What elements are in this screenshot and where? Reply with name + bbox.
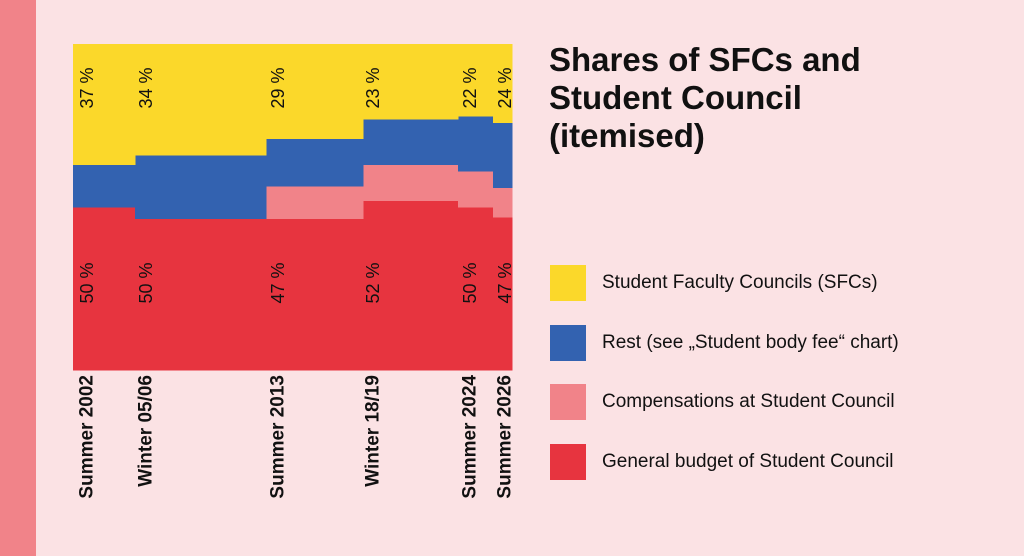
chart-title-line-3: (itemised) xyxy=(549,117,705,154)
chart-title-line-2: Student Council xyxy=(549,79,802,116)
x-tick-label-0: Summer 2002 xyxy=(77,375,98,499)
data-label-sfc-1: 34 % xyxy=(136,67,156,108)
data-label-general-5: 47 % xyxy=(495,262,515,303)
segment-general-budget-of-student-council-5 xyxy=(493,216,513,371)
data-label-general-3: 52 % xyxy=(363,262,383,303)
legend-item-compensations: Compensations at Student Council xyxy=(550,384,1010,420)
segment-student-faculty-councils-sfcs-2 xyxy=(266,44,364,140)
x-tick-label-2: Summer 2013 xyxy=(268,375,289,499)
segment-general-budget-of-student-council-3 xyxy=(363,200,459,371)
segment-student-faculty-councils-sfcs-0 xyxy=(73,44,136,166)
legend-item-rest: Rest (see „Student body fee“ chart) xyxy=(550,325,1010,361)
x-tick-label-5: Summer 2026 xyxy=(495,375,516,499)
legend-label-compensations: Compensations at Student Council xyxy=(602,391,895,412)
segment-student-faculty-councils-sfcs-4 xyxy=(458,44,494,117)
legend-item-sfcs: Student Faculty Councils (SFCs) xyxy=(550,265,1010,301)
data-label-sfc-3: 23 % xyxy=(363,67,383,108)
segment-rest-see-student-body-fee-chart-0 xyxy=(73,164,136,208)
segment-general-budget-of-student-council-2 xyxy=(266,218,364,371)
segment-student-faculty-councils-sfcs-3 xyxy=(363,44,459,120)
segment-general-budget-of-student-council-4 xyxy=(458,207,494,371)
data-label-general-4: 50 % xyxy=(460,262,480,303)
legend-label-rest: Rest (see „Student body fee“ chart) xyxy=(602,332,899,353)
segment-rest-see-student-body-fee-chart-3 xyxy=(363,118,459,166)
segment-compensations-at-student-council-5 xyxy=(493,187,513,218)
chart-title-line-1: Shares of SFCs and xyxy=(549,41,861,78)
segment-student-faculty-councils-sfcs-1 xyxy=(135,44,267,156)
segment-rest-see-student-body-fee-chart-4 xyxy=(458,115,494,172)
x-tick-label-4: Summer 2024 xyxy=(460,375,481,499)
legend-swatch-general-budget xyxy=(550,444,586,480)
x-tick-label-1: Winter 05/06 xyxy=(136,375,157,487)
series-rest-see-student-body-fee-chart xyxy=(73,115,513,220)
data-label-sfc-0: 37 % xyxy=(77,67,97,108)
segment-compensations-at-student-council-3 xyxy=(363,164,459,202)
chart-title: Shares of SFCs and Student Council (item… xyxy=(549,41,969,155)
data-label-sfc-4: 22 % xyxy=(460,67,480,108)
data-label-sfc-5: 24 % xyxy=(495,67,515,108)
legend-label-sfcs: Student Faculty Councils (SFCs) xyxy=(602,272,878,293)
series-general-budget-of-student-council xyxy=(73,200,513,371)
segment-rest-see-student-body-fee-chart-5 xyxy=(493,122,513,189)
series-compensations-at-student-council xyxy=(266,164,513,220)
stacked-area-chart: 37 % 34 % 29 % 23 % 22 % 24 % 50 % 50 % 47 % 52 %… xyxy=(73,44,516,499)
data-label-sfc-2: 29 % xyxy=(268,67,288,108)
data-label-general-2: 47 % xyxy=(268,262,288,303)
legend-swatch-compensations xyxy=(550,384,586,420)
legend-swatch-rest xyxy=(550,325,586,361)
legend-item-general-budget: General budget of Student Council xyxy=(550,444,1010,480)
data-label-general-0: 50 % xyxy=(77,262,97,303)
data-label-general-1: 50 % xyxy=(136,262,156,303)
series-student-faculty-councils-sfcs xyxy=(73,44,513,166)
legend-swatch-sfcs xyxy=(550,265,586,301)
side-accent-strip xyxy=(0,0,36,556)
segment-rest-see-student-body-fee-chart-2 xyxy=(266,138,364,187)
legend-label-general-budget: General budget of Student Council xyxy=(602,451,894,472)
segment-student-faculty-councils-sfcs-5 xyxy=(493,44,513,123)
x-tick-label-3: Winter 18/19 xyxy=(363,375,384,487)
segment-rest-see-student-body-fee-chart-1 xyxy=(135,154,267,220)
segment-general-budget-of-student-council-0 xyxy=(73,207,136,371)
segment-general-budget-of-student-council-1 xyxy=(135,218,267,371)
segment-compensations-at-student-council-2 xyxy=(266,185,364,220)
segment-compensations-at-student-council-4 xyxy=(458,171,494,208)
